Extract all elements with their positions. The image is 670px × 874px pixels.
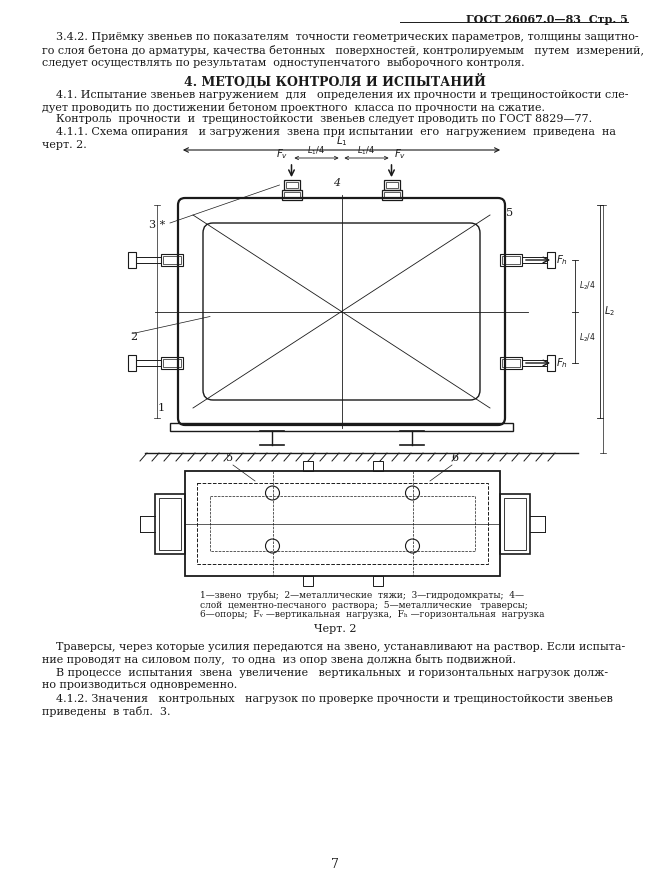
Text: $F_h$: $F_h$: [556, 253, 568, 267]
Bar: [302, 461, 312, 471]
Text: 1—звено  трубы;  2—металлические  тяжи;  3—гидродомкраты;  4—: 1—звено трубы; 2—металлические тяжи; 3—г…: [200, 591, 524, 600]
Bar: [500, 357, 522, 369]
Text: слой  цементно-песчаного  раствора;  5—металлические   траверсы;: слой цементно-песчаного раствора; 5—мета…: [200, 600, 528, 609]
Text: 7: 7: [331, 858, 339, 871]
Text: 3.4.2. Приёмку звеньев по показателям  точности геометрических параметров, толщи: 3.4.2. Приёмку звеньев по показателям то…: [42, 32, 639, 42]
Bar: [283, 180, 299, 190]
Text: 5: 5: [226, 453, 234, 463]
Bar: [547, 355, 555, 371]
Text: приведены  в табл.  3.: приведены в табл. 3.: [42, 706, 170, 717]
Text: $F_h$: $F_h$: [556, 356, 568, 370]
Text: Траверсы, через которые усилия передаются на звено, устанавливают на раствор. Ес: Траверсы, через которые усилия передаютс…: [42, 642, 625, 651]
Bar: [504, 497, 526, 550]
Text: черт. 2.: черт. 2.: [42, 140, 86, 149]
Bar: [373, 576, 383, 586]
Bar: [281, 190, 302, 200]
Bar: [155, 494, 185, 553]
Text: 1: 1: [158, 403, 165, 413]
Bar: [197, 483, 488, 564]
Bar: [502, 256, 520, 264]
Bar: [547, 252, 555, 268]
Bar: [163, 256, 181, 264]
Bar: [383, 192, 399, 198]
Text: 2: 2: [130, 331, 137, 342]
Bar: [128, 252, 136, 268]
Bar: [500, 494, 530, 553]
Text: 6—опоры;  Fᵥ —вертикальная  нагрузка,  Fₕ —горизонтальная  нагрузка: 6—опоры; Fᵥ —вертикальная нагрузка, Fₕ —…: [200, 610, 545, 619]
Bar: [159, 497, 181, 550]
Text: 6: 6: [452, 453, 458, 463]
Bar: [500, 254, 522, 266]
Text: 4. МЕТОДЫ КОНТРОЛЯ И ИСПЫТАНИЙ: 4. МЕТОДЫ КОНТРОЛЯ И ИСПЫТАНИЙ: [184, 73, 486, 88]
Text: следует осуществлять по результатам  одноступенчатого  выборочного контроля.: следует осуществлять по результатам одно…: [42, 57, 525, 68]
Text: $L_2/4$: $L_2/4$: [579, 280, 596, 292]
Bar: [136, 257, 161, 263]
Bar: [385, 182, 397, 188]
Text: ние проводят на силовом полу,  то одна  из опор звена должна быть подвижной.: ние проводят на силовом полу, то одна из…: [42, 654, 516, 665]
Text: 4.1.1. Схема опирания   и загружения  звена при испытании  его  нагружением  при: 4.1.1. Схема опирания и загружения звена…: [42, 127, 616, 137]
Bar: [128, 355, 136, 371]
Bar: [283, 192, 299, 198]
Text: ГОСТ 26067.0—83  Стр. 5: ГОСТ 26067.0—83 Стр. 5: [466, 14, 628, 25]
Text: дует проводить по достижении бетоном проектного  класса по прочности на сжатие.: дует проводить по достижении бетоном про…: [42, 102, 545, 113]
Bar: [502, 359, 520, 367]
Text: $L_1/4$: $L_1/4$: [357, 144, 376, 157]
Bar: [383, 180, 399, 190]
Text: но производиться одновременно.: но производиться одновременно.: [42, 680, 237, 690]
Text: В процессе  испытания  звена  увеличение   вертикальных  и горизонтальных нагруз: В процессе испытания звена увеличение ве…: [42, 668, 608, 677]
Text: $L_1$: $L_1$: [336, 135, 347, 148]
Bar: [210, 496, 475, 551]
Bar: [161, 254, 183, 266]
Text: Черт. 2: Черт. 2: [314, 623, 356, 634]
Text: 4: 4: [333, 178, 340, 188]
Text: 4.1.2. Значения   контрольных   нагрузок по проверке прочности и трещиностойкост: 4.1.2. Значения контрольных нагрузок по …: [42, 693, 613, 704]
Text: $F_v$: $F_v$: [395, 147, 407, 161]
Text: 4.1. Испытание звеньев нагружением  для   определения их прочности и трещиностой: 4.1. Испытание звеньев нагружением для о…: [42, 89, 628, 100]
Bar: [522, 257, 547, 263]
Text: $F_v$: $F_v$: [276, 147, 289, 161]
Bar: [285, 182, 297, 188]
Text: го слоя бетона до арматуры, качества бетонных   поверхностей, контролируемым   п: го слоя бетона до арматуры, качества бет…: [42, 45, 644, 56]
Bar: [161, 357, 183, 369]
Bar: [170, 423, 513, 431]
Bar: [381, 190, 401, 200]
Text: 5: 5: [506, 208, 513, 218]
Bar: [163, 359, 181, 367]
Bar: [136, 360, 161, 366]
Bar: [373, 461, 383, 471]
Text: $L_1/4$: $L_1/4$: [308, 144, 326, 157]
Bar: [185, 471, 500, 576]
Text: Контроль  прочности  и  трещиностойкости  звеньев следует проводить по ГОСТ 8829: Контроль прочности и трещиностойкости зв…: [42, 114, 592, 124]
Bar: [302, 576, 312, 586]
Text: $L_2/4$: $L_2/4$: [579, 331, 596, 343]
Text: $L_2$: $L_2$: [604, 305, 615, 318]
Bar: [522, 360, 547, 366]
Text: 3 *: 3 *: [149, 220, 165, 230]
